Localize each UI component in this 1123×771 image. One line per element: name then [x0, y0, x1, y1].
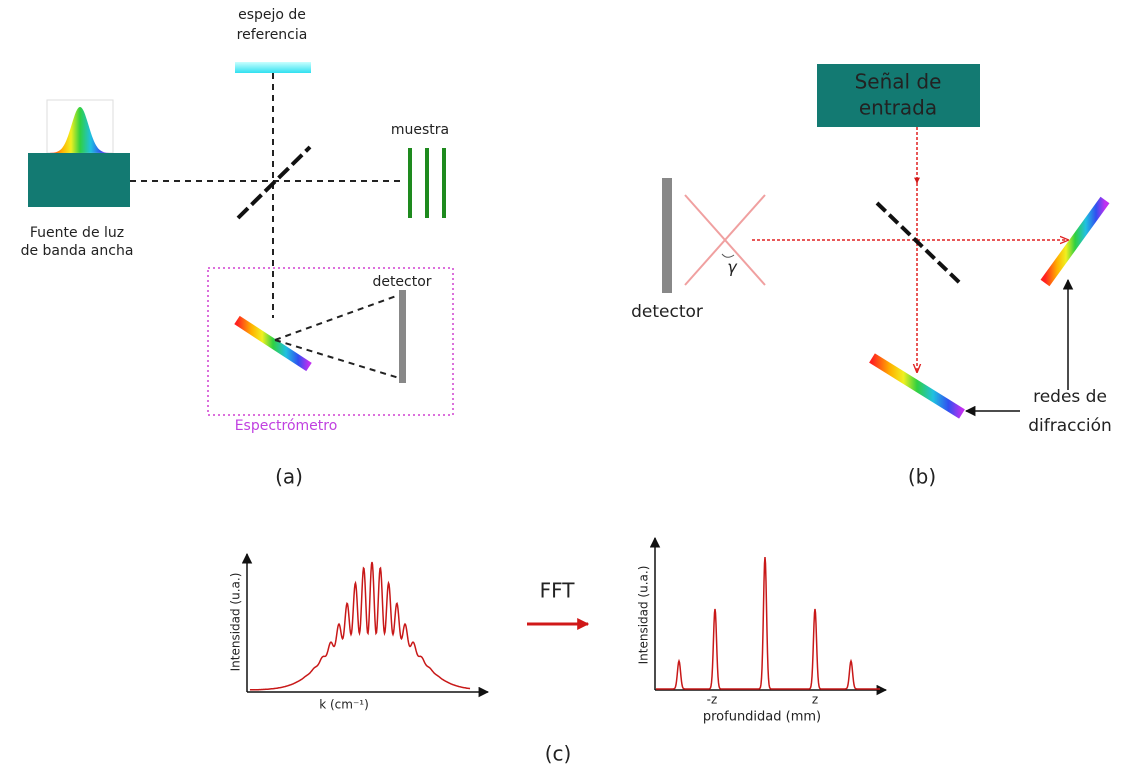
- label: Espectrómetro: [235, 418, 338, 434]
- tick-label: z: [812, 693, 818, 707]
- axis-label: Intensidad (u.a.): [229, 573, 243, 672]
- panel-c: Intensidad (u.a.) k (cm⁻¹) FFT Intensida…: [229, 536, 888, 766]
- depth-profile: [656, 556, 880, 690]
- label: referencia: [237, 27, 308, 43]
- axis-label: profundidad (mm): [703, 710, 821, 725]
- panel-b: Señal de entrada detector γ redes de dif…: [631, 64, 1112, 489]
- label: redes de: [1033, 387, 1107, 407]
- caption: (b): [908, 465, 936, 489]
- caption: (a): [275, 465, 303, 489]
- label: FFT: [540, 579, 576, 603]
- interferogram: [249, 561, 471, 691]
- label: detector: [631, 302, 703, 322]
- label: muestra: [391, 122, 449, 138]
- tick-label: -z: [707, 693, 718, 707]
- sample: [408, 148, 446, 218]
- panel-a: espejo de referencia muestra Fuente de l…: [21, 7, 454, 489]
- light-source: [28, 153, 130, 207]
- detector: [399, 290, 406, 383]
- axis-label: k (cm⁻¹): [319, 698, 369, 712]
- angle-arc: [721, 253, 735, 258]
- grating: [1040, 196, 1110, 287]
- label: Señal de: [855, 70, 942, 94]
- label: Fuente de luz: [30, 225, 124, 241]
- caption: (c): [545, 742, 572, 766]
- label: de banda ancha: [21, 243, 134, 259]
- beam-splitter: [875, 201, 964, 287]
- label: γ: [727, 258, 738, 277]
- axis-label: Intensidad (u.a.): [637, 566, 651, 665]
- grating: [869, 353, 965, 419]
- beam: [274, 294, 400, 341]
- reference-mirror: [235, 62, 311, 73]
- beam-splitter: [236, 145, 312, 220]
- label: espejo de: [238, 7, 306, 23]
- label: entrada: [859, 96, 937, 120]
- spectrum-icon: [50, 107, 110, 153]
- label: detector: [372, 274, 431, 290]
- spectrometer-box: [207, 267, 454, 416]
- label: difracción: [1028, 416, 1112, 436]
- detector: [662, 178, 672, 293]
- grating: [234, 315, 312, 372]
- beam: [684, 194, 766, 286]
- input-box: [817, 64, 980, 127]
